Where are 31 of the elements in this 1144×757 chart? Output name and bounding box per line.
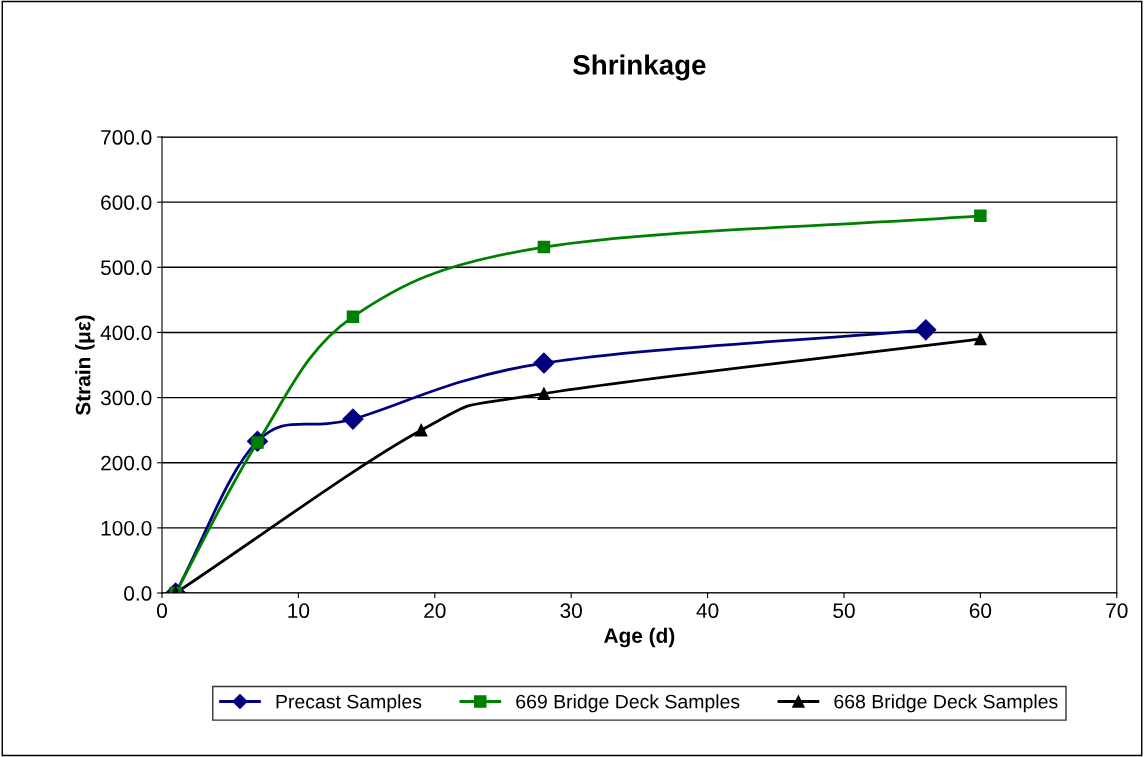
point xyxy=(414,423,428,437)
y-tick-label: 600.0 xyxy=(101,195,152,210)
legend-label: Precast Samples xyxy=(276,694,422,713)
x-tick-label: 20 xyxy=(424,603,446,619)
y-tick-label: 700.0 xyxy=(101,130,152,145)
point xyxy=(346,310,360,324)
x-tick-label: 10 xyxy=(288,603,310,619)
point xyxy=(974,209,987,223)
point xyxy=(974,332,987,346)
point xyxy=(915,319,937,341)
y-axis-title: Strain (με) xyxy=(75,315,95,416)
point xyxy=(537,240,551,254)
x-tick-label: 70 xyxy=(1106,603,1128,619)
y-tick-label: 500.0 xyxy=(100,260,152,276)
legend-label: 668 Bridge Deck Samples xyxy=(834,694,1058,713)
legend-label: 669 Bridge Deck Samples xyxy=(516,694,740,713)
chart-title: Shrinkage xyxy=(573,54,706,81)
point xyxy=(533,352,555,374)
point xyxy=(537,387,551,400)
x-tick-label: 30 xyxy=(560,603,582,619)
y-tick-label: 0.0 xyxy=(124,586,152,601)
x-tick-label: 40 xyxy=(696,603,719,619)
y-tick-label: 200.0 xyxy=(101,455,152,471)
y-tick-label: 400.0 xyxy=(100,325,152,341)
y-tick-label: 100.0 xyxy=(101,520,152,536)
x-tick-label: 0 xyxy=(157,603,167,619)
y-tick-label: 300.0 xyxy=(100,390,152,406)
point xyxy=(342,408,364,430)
x-tick-label: 50 xyxy=(833,603,855,619)
x-tick-label: 60 xyxy=(969,603,992,619)
x-axis-title: Age (d) xyxy=(604,627,675,648)
